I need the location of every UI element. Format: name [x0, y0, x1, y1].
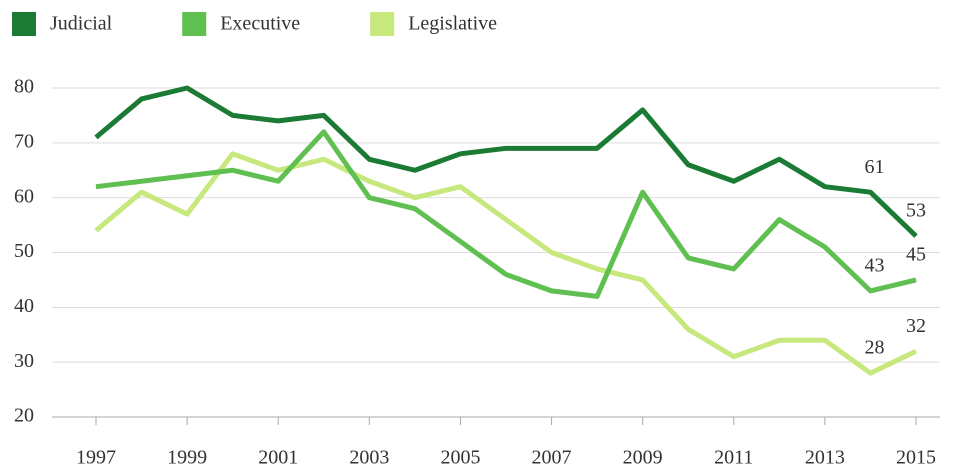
y-tick-label: 60 [14, 185, 34, 207]
y-tick-label: 20 [14, 405, 34, 427]
data-label: 53 [906, 200, 926, 222]
x-tick-label: 2005 [440, 447, 480, 469]
x-tick-label: 2015 [896, 447, 936, 469]
line [95, 129, 917, 299]
legend-label: Executive [220, 13, 300, 35]
data-label: 28 [864, 337, 884, 359]
line [94, 85, 918, 238]
x-tick-label: 1999 [167, 447, 207, 469]
legend-swatch [370, 12, 395, 36]
y-tick-label: 70 [14, 130, 34, 152]
x-tick-label: 2009 [623, 447, 663, 469]
y-tick-label: 40 [14, 295, 34, 317]
x-tick-label: 2003 [349, 447, 389, 469]
data-label: 43 [864, 254, 884, 276]
x-tick-label: 2001 [258, 447, 298, 469]
line [94, 151, 918, 376]
y-tick-label: 30 [14, 350, 34, 372]
y-tick-label: 50 [14, 240, 34, 262]
data-label: 45 [906, 244, 926, 266]
y-tick-label: 80 [14, 76, 34, 98]
legend-swatch [12, 12, 36, 36]
legend-label: Judicial [50, 13, 113, 35]
legend-label: Legislative [408, 13, 497, 35]
legend-swatch [182, 12, 207, 36]
x-tick-label: 2007 [532, 447, 572, 469]
x-tick-label: 2013 [805, 447, 845, 469]
data-label: 61 [864, 156, 884, 178]
x-tick-label: 1997 [76, 447, 116, 469]
data-label: 32 [906, 315, 926, 337]
x-tick-label: 2011 [714, 447, 753, 469]
